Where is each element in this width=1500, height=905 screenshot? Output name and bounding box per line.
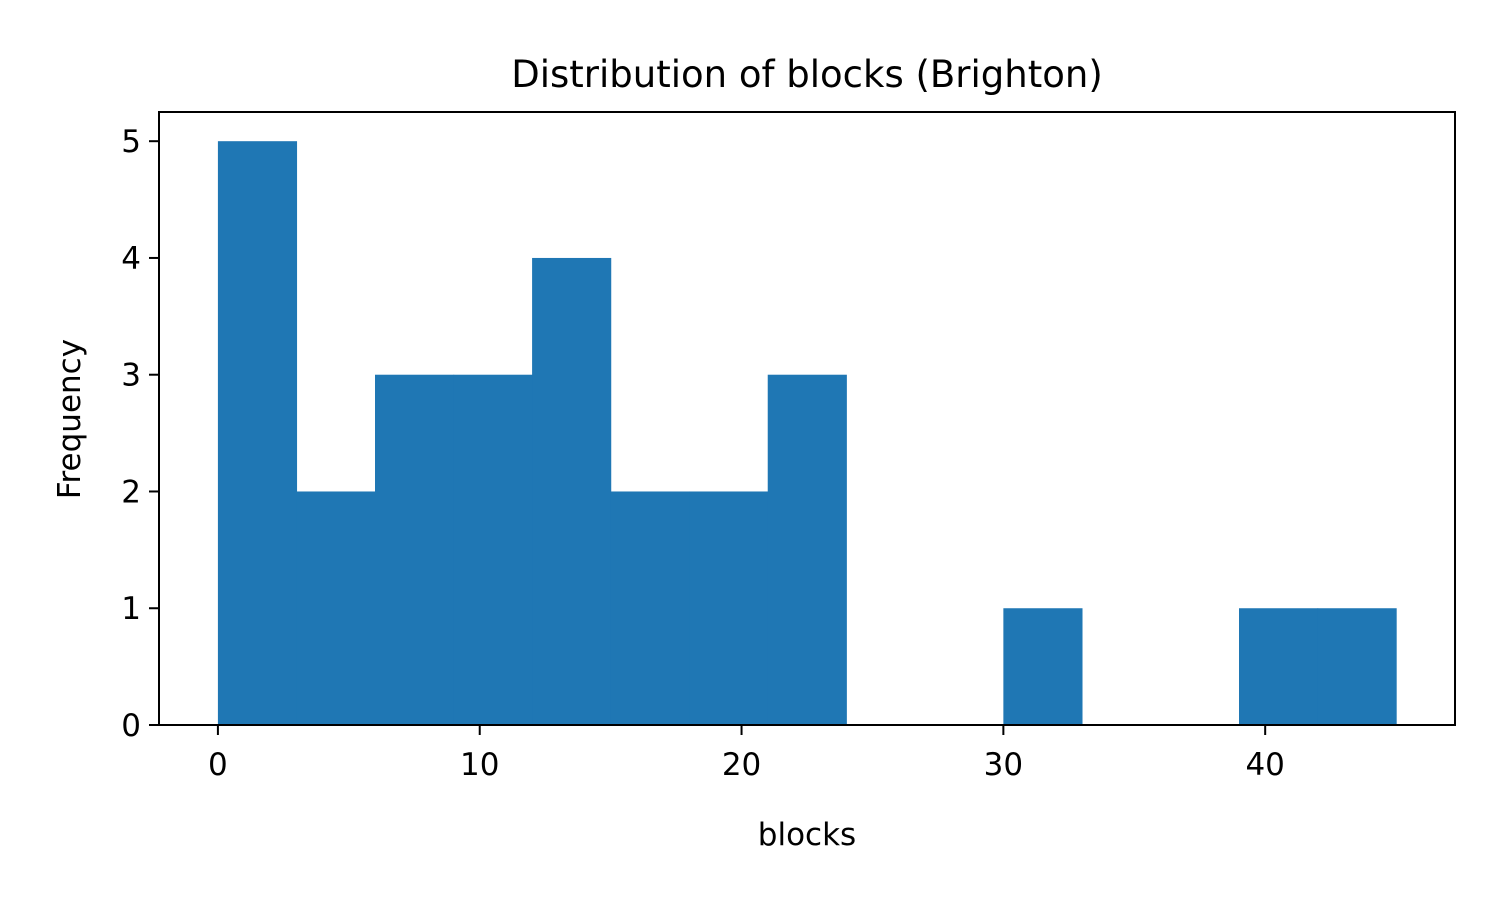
y-tick-label: 5 — [121, 124, 141, 160]
histogram-bar — [217, 141, 298, 725]
y-tick-label: 2 — [121, 474, 141, 510]
histogram-bar — [532, 257, 612, 725]
histogram-bar — [1003, 608, 1083, 725]
y-axis: 0 1 2 3 4 5 — [121, 124, 159, 744]
x-tick-label: 10 — [460, 747, 499, 783]
x-tick-label: 20 — [722, 747, 761, 783]
chart-title: Distribution of blocks (Brighton) — [511, 53, 1103, 96]
histogram-bar — [296, 491, 376, 725]
plot-frame — [158, 111, 1456, 726]
y-tick-label: 3 — [121, 358, 141, 394]
histogram-bar — [375, 374, 455, 725]
x-tick-label: 30 — [984, 747, 1023, 783]
histogram-bar — [767, 374, 847, 725]
histogram-bar — [689, 491, 769, 725]
y-tick-label: 0 — [121, 708, 141, 744]
histogram-bar — [610, 491, 690, 725]
x-tick-label: 0 — [208, 747, 228, 783]
y-axis-label: Frequency — [52, 339, 88, 499]
histogram-bar — [453, 374, 533, 725]
y-tick-label: 1 — [121, 591, 141, 627]
x-tick-label: 40 — [1245, 747, 1284, 783]
histogram-bar — [1239, 608, 1319, 725]
y-tick-label: 4 — [121, 241, 141, 277]
histogram-bar — [1317, 608, 1397, 725]
x-axis: 0 10 20 30 40 — [208, 725, 1285, 783]
x-axis-label: blocks — [758, 817, 856, 853]
bars-group — [217, 141, 1397, 725]
